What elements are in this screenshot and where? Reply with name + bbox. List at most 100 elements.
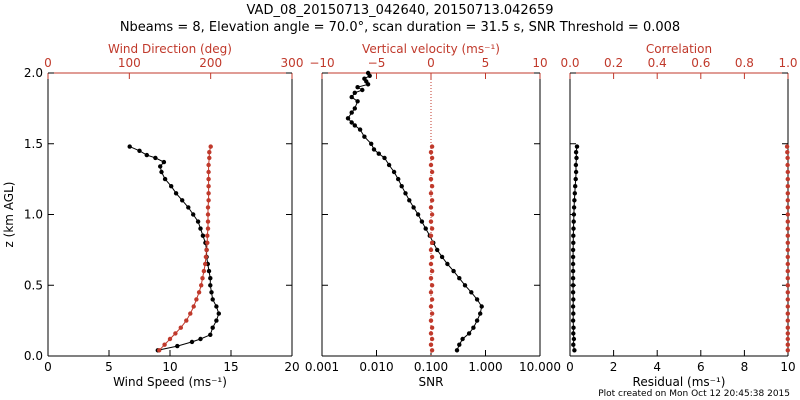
data-point — [376, 151, 381, 156]
data-point — [785, 205, 790, 210]
data-point — [785, 297, 790, 302]
data-point — [785, 336, 790, 342]
top-axis-label: Vertical velocity (ms⁻¹) — [362, 42, 500, 56]
data-point — [785, 184, 790, 189]
data-point — [198, 226, 203, 231]
data-point — [349, 94, 354, 100]
data-point — [785, 268, 790, 274]
data-point — [209, 290, 214, 295]
data-point — [428, 304, 434, 309]
data-point — [196, 290, 202, 295]
data-point — [785, 276, 790, 281]
data-point — [157, 348, 162, 353]
data-point — [205, 233, 210, 238]
top-tick-label: 0 — [427, 56, 435, 70]
data-point — [429, 254, 435, 260]
data-point — [161, 159, 167, 165]
data-point — [184, 318, 189, 323]
data-point — [571, 233, 576, 238]
data-point — [445, 261, 450, 267]
data-point — [785, 162, 790, 168]
data-point — [785, 254, 790, 260]
top-tick-label: −5 — [368, 56, 386, 70]
left-tick-label: 1.5 — [24, 137, 43, 151]
bottom-tick-label: 0 — [44, 360, 52, 374]
data-point — [191, 304, 196, 309]
data-point — [415, 212, 421, 217]
data-point — [362, 134, 367, 139]
data-point — [571, 336, 577, 342]
data-point — [451, 268, 456, 274]
series-line-0 — [347, 72, 483, 351]
data-point — [570, 318, 576, 323]
data-point — [571, 297, 576, 302]
data-point — [429, 268, 435, 274]
data-point — [785, 348, 790, 353]
data-point — [785, 169, 790, 175]
data-point — [469, 290, 474, 295]
bottom-tick-label: 1.000 — [468, 360, 502, 374]
data-point — [573, 150, 579, 155]
data-point — [429, 325, 435, 330]
data-point — [457, 276, 462, 281]
data-point — [208, 144, 213, 149]
data-point — [173, 191, 179, 196]
data-point — [570, 290, 576, 295]
y-axis-label: z (km AGL) — [2, 182, 16, 248]
data-point — [396, 176, 401, 182]
bottom-tick-label: 6 — [697, 360, 705, 374]
data-point — [571, 226, 576, 231]
data-point — [153, 155, 158, 161]
data-point — [572, 191, 577, 196]
data-point — [471, 325, 476, 330]
data-point — [571, 311, 576, 316]
data-point — [785, 226, 790, 231]
data-point — [194, 297, 199, 302]
data-point — [428, 176, 434, 182]
data-point — [428, 162, 434, 168]
data-point — [201, 268, 207, 274]
wind-panel: 0 5 10 15 20 Wind Speed (ms⁻¹) 0 100 200 300 Wind … — [2, 42, 303, 389]
data-point — [205, 212, 211, 217]
top-axis-label: Correlation — [646, 42, 712, 56]
top-tick-label: 0 — [44, 56, 52, 70]
data-point — [785, 318, 790, 323]
bottom-tick-label: 0.010 — [359, 360, 393, 374]
figure-title-line1: VAD_08_20150713_042640, 20150713.042659 — [247, 3, 554, 18]
data-point — [428, 233, 434, 238]
data-point — [205, 226, 211, 231]
top-tick-label: 200 — [199, 56, 222, 70]
data-point — [411, 205, 416, 210]
data-point — [785, 212, 790, 217]
residual-correlation-panel: 0 2 4 6 8 10 Residual (ms⁻¹) 0.0 0.2 0.4 0.6 0.8 1.0… — [560, 42, 797, 389]
data-point — [570, 304, 576, 309]
data-point — [429, 240, 435, 245]
data-point — [352, 106, 357, 111]
top-tick-label: 0.4 — [648, 56, 667, 70]
data-point — [478, 311, 483, 316]
left-tick-label: 1.0 — [24, 208, 43, 222]
data-point — [349, 120, 354, 125]
data-point — [574, 155, 579, 161]
bottom-tick-label: 0 — [566, 360, 574, 374]
data-point — [428, 205, 434, 210]
data-point — [785, 233, 790, 238]
data-point — [206, 169, 211, 175]
snr-vertical-velocity-panel: 0.001 0.010 0.100 1.000 10.000 SNR −10 −5 0 5 10 Ve… — [305, 42, 561, 389]
data-point — [785, 304, 790, 309]
data-point — [362, 76, 367, 81]
top-tick-label: −10 — [309, 56, 334, 70]
data-point — [371, 147, 377, 152]
data-point — [419, 219, 425, 224]
data-point — [429, 283, 435, 288]
data-point — [214, 318, 219, 323]
data-point — [428, 276, 434, 281]
data-point — [206, 268, 212, 274]
bottom-tick-label: 5 — [105, 360, 113, 374]
data-point — [439, 254, 445, 260]
top-tick-label: 0.0 — [560, 56, 579, 70]
data-point — [428, 247, 434, 253]
data-point — [428, 342, 434, 347]
data-point — [573, 184, 578, 189]
data-point — [198, 336, 203, 342]
